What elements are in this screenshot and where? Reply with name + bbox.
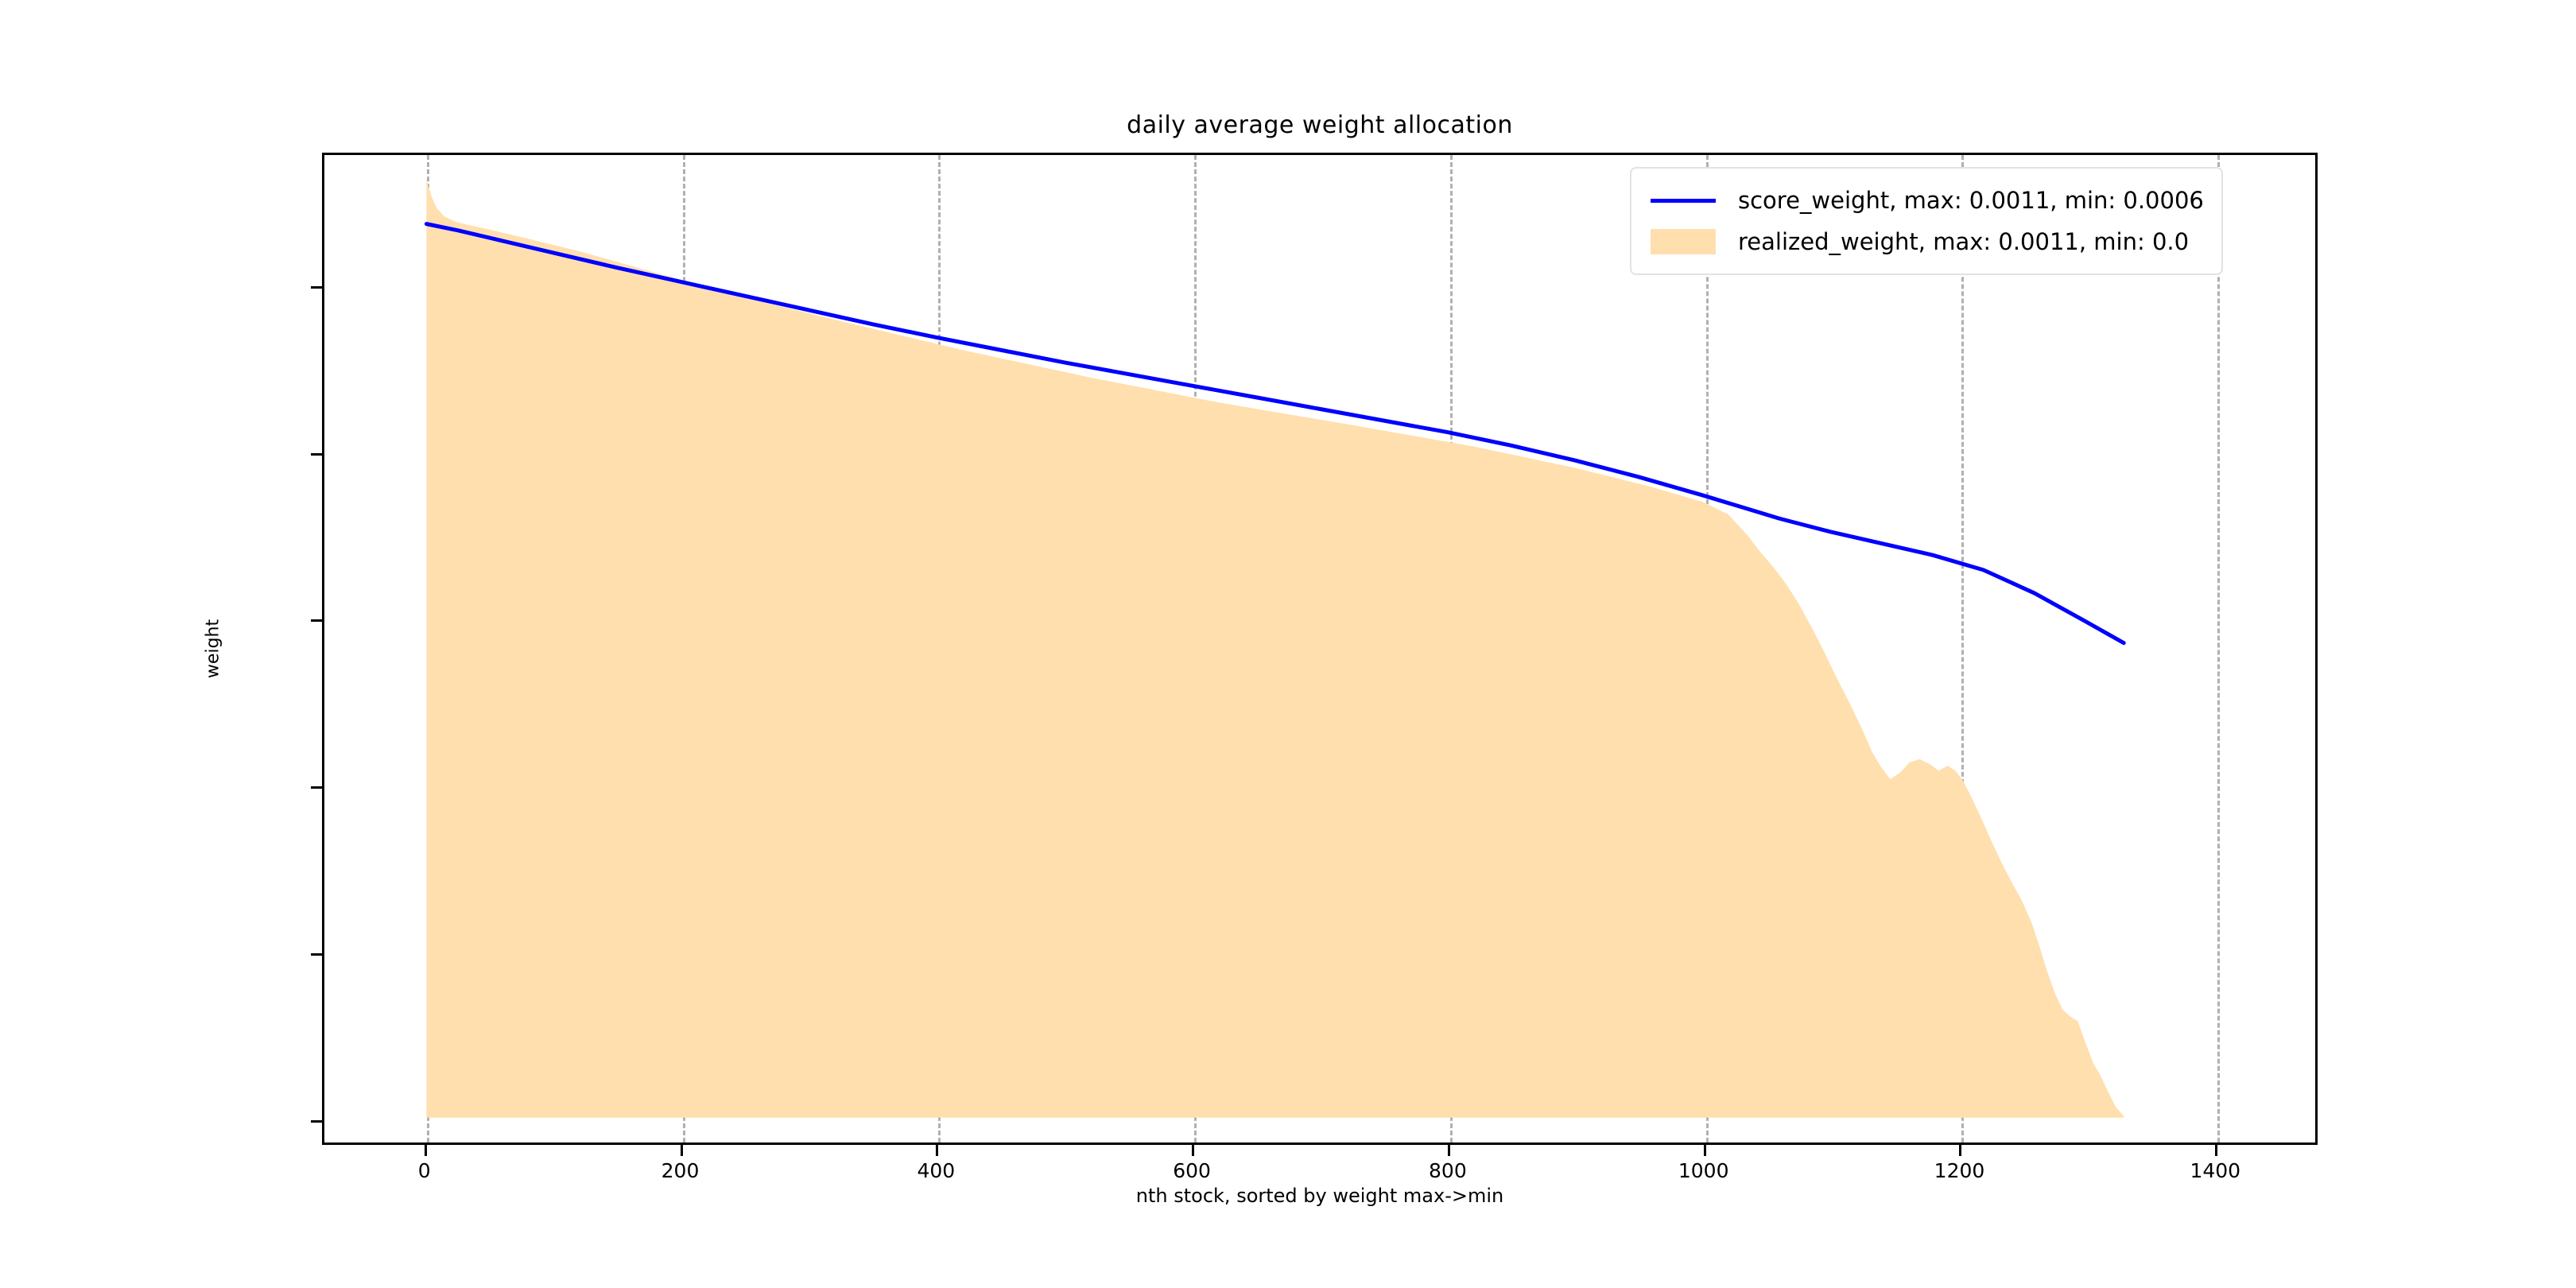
- ytick-mark-0.0004: [311, 786, 322, 789]
- gridline-x-1400: [2217, 155, 2221, 1143]
- xtick-mark-800: [1447, 1145, 1450, 1156]
- xtick-label-800: 800: [1429, 1159, 1467, 1182]
- xtick-mark-200: [680, 1145, 683, 1156]
- xtick-label-400: 400: [917, 1159, 956, 1182]
- ytick-mark-0.0000: [311, 1119, 322, 1123]
- xtick-label-600: 600: [1173, 1159, 1211, 1182]
- xtick-label-200: 200: [661, 1159, 700, 1182]
- xtick-label-0: 0: [417, 1159, 431, 1182]
- line-swatch-icon: [1646, 184, 1721, 216]
- area-swatch-icon: [1646, 226, 1721, 258]
- legend-item-realized-weight[interactable]: realized_weight, max: 0.0011, min: 0.0: [1646, 221, 2204, 262]
- gridline-x-1200: [1961, 155, 1965, 1143]
- ytick-mark-0.0006: [311, 619, 322, 623]
- page-title: daily average weight allocation: [1127, 111, 1513, 139]
- plot-area: [322, 153, 2318, 1145]
- x-axis-label: nth stock, sorted by weight max->min: [1135, 1185, 1504, 1207]
- xtick-label-1400: 1400: [2190, 1159, 2241, 1182]
- legend-label-score-weight: score_weight, max: 0.0011, min: 0.0006: [1738, 187, 2204, 214]
- xtick-mark-1400: [2215, 1145, 2218, 1156]
- xtick-mark-0: [424, 1145, 427, 1156]
- xtick-mark-1200: [1959, 1145, 1962, 1156]
- ytick-mark-0.0002: [311, 952, 322, 956]
- xtick-mark-1000: [1703, 1145, 1706, 1156]
- series-canvas: [324, 180, 2315, 1118]
- legend-label-realized-weight: realized_weight, max: 0.0011, min: 0.0: [1738, 228, 2190, 255]
- xtick-mark-400: [936, 1145, 939, 1156]
- ytick-mark-0.0008: [311, 452, 322, 456]
- xtick-label-1000: 1000: [1678, 1159, 1729, 1182]
- realized-weight-area: [426, 180, 2124, 1118]
- xtick-label-1200: 1200: [1934, 1159, 1985, 1182]
- xtick-mark-600: [1192, 1145, 1195, 1156]
- y-axis-label: weight: [203, 619, 223, 679]
- legend[interactable]: score_weight, max: 0.0011, min: 0.0006 r…: [1630, 167, 2223, 275]
- score-weight-line: [426, 224, 2124, 643]
- legend-item-score-weight[interactable]: score_weight, max: 0.0011, min: 0.0006: [1646, 180, 2204, 221]
- ytick-mark-0.0010: [311, 285, 322, 289]
